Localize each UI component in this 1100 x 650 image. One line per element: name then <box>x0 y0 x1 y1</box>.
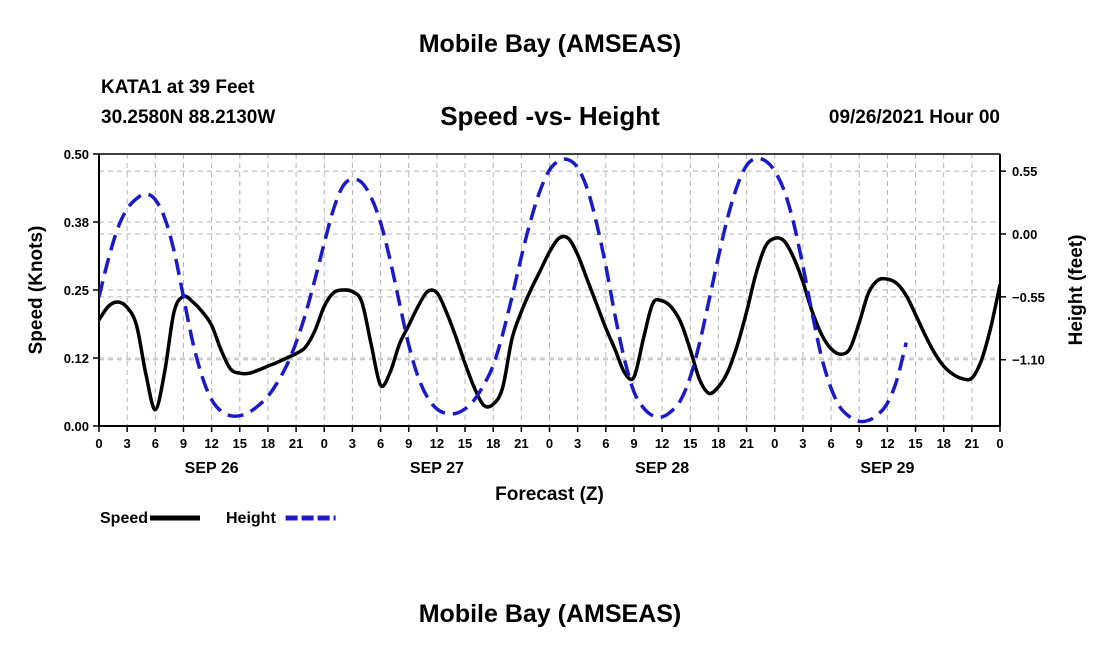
x-tick-label: 18 <box>936 436 950 451</box>
x-tick-label: 18 <box>486 436 500 451</box>
x-tick-label: 9 <box>630 436 637 451</box>
series-height-line <box>99 156 908 424</box>
x-tick-label: 21 <box>289 436 303 451</box>
legend-label-height: Height <box>226 510 276 527</box>
x-tick-label: 12 <box>204 436 218 451</box>
y2-axis-label: Height (feet) <box>1066 235 1087 346</box>
chart-title: Speed -vs- Height <box>440 101 660 131</box>
forecast-time: 09/26/2021 Hour 00 <box>828 107 1000 128</box>
x-tick-label: 6 <box>827 436 834 451</box>
x-tick-label: 21 <box>514 436 528 451</box>
x-tick-label: 18 <box>711 436 725 451</box>
y-tick-label: 0.38 <box>64 215 89 230</box>
x-tick-label: 12 <box>880 436 894 451</box>
y2-tick-label: −0.55 <box>1012 290 1045 305</box>
x-tick-label: 3 <box>124 436 131 451</box>
y-tick-label: 0.50 <box>64 147 89 162</box>
x-tick-label: 0 <box>546 436 553 451</box>
footer-title: Mobile Bay (AMSEAS) <box>418 600 682 628</box>
day-label: SEP 28 <box>635 460 689 477</box>
y-tick-label: 0.25 <box>64 283 89 298</box>
x-tick-label: 15 <box>458 436 472 451</box>
y2-tick-label: 0.55 <box>1012 164 1037 179</box>
x-tick-label: 21 <box>965 436 979 451</box>
x-tick-label: 3 <box>574 436 581 451</box>
day-label: SEP 29 <box>860 460 914 477</box>
x-tick-label: 6 <box>152 436 159 451</box>
x-tick-label: 3 <box>349 436 356 451</box>
x-tick-label: 12 <box>430 436 444 451</box>
x-axis-label: Forecast (Z) <box>495 484 604 505</box>
x-tick-label: 3 <box>799 436 806 451</box>
y-axis-label: Speed (Knots) <box>26 226 47 355</box>
legend-label-speed: Speed <box>100 510 148 527</box>
x-tick-label: 6 <box>377 436 384 451</box>
station-name: KATA1 at 39 Feet <box>101 77 255 98</box>
main-title: Mobile Bay (AMSEAS) <box>418 30 682 58</box>
x-tick-label: 0 <box>321 436 328 451</box>
x-tick-label: 12 <box>655 436 669 451</box>
y2-tick-label: −1.10 <box>1012 353 1045 368</box>
y2-tick-label: 0.00 <box>1012 227 1037 242</box>
x-tick-label: 15 <box>908 436 922 451</box>
x-tick-label: 9 <box>180 436 187 451</box>
day-label: SEP 27 <box>410 460 464 477</box>
day-label: SEP 26 <box>185 460 239 477</box>
x-tick-label: 9 <box>405 436 412 451</box>
x-tick-label: 0 <box>95 436 102 451</box>
x-tick-label: 0 <box>996 436 1003 451</box>
x-tick-label: 15 <box>233 436 247 451</box>
x-tick-label: 18 <box>261 436 275 451</box>
x-tick-label: 21 <box>739 436 753 451</box>
series-speed-line <box>99 234 1000 412</box>
x-tick-label: 6 <box>602 436 609 451</box>
x-tick-label: 0 <box>771 436 778 451</box>
station-coordinates: 30.2580N 88.2130W <box>101 107 276 128</box>
y-tick-label: 0.12 <box>64 351 89 366</box>
y-tick-label: 0.00 <box>64 419 89 434</box>
x-tick-label: 15 <box>683 436 697 451</box>
x-tick-label: 9 <box>856 436 863 451</box>
